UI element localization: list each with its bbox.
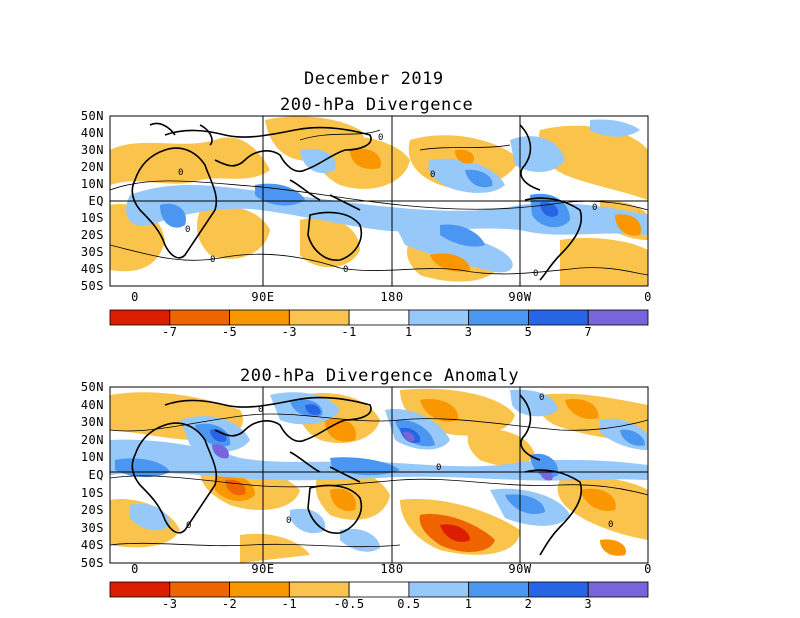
svg-text:0: 0 [539, 393, 544, 403]
colorbar-swatch [468, 309, 529, 326]
colorbar-swatch [169, 581, 230, 598]
lat-label: 20N [80, 432, 104, 447]
lat-label: 50S [80, 279, 104, 293]
lon-label: 0 [131, 562, 139, 576]
top-colorbar [109, 309, 649, 326]
lat-label: 20S [80, 503, 104, 518]
lat-label: 40S [80, 538, 104, 553]
bottom-anomaly-map [110, 387, 648, 563]
colorbar-label: 0.5 [397, 597, 421, 611]
lat-label: 50N [80, 380, 104, 394]
lat-label: 40N [80, 397, 104, 412]
svg-text:0: 0 [343, 265, 348, 275]
lat-label: 30S [80, 245, 104, 259]
colorbar-swatch [408, 309, 470, 326]
lat-label: 20S [80, 228, 104, 242]
lat-label: EQ [88, 468, 104, 482]
colorbar-swatch [408, 581, 470, 598]
svg-text:0: 0 [430, 170, 435, 180]
top-contour-labels: 0 0 0 0 0 0 0 0 [178, 133, 597, 279]
colorbar-swatch [229, 309, 290, 326]
lat-label: 40N [80, 126, 104, 140]
colorbar-label: -0.5 [333, 597, 365, 611]
lon-label: 90E [251, 562, 275, 576]
colorbar-label: -3 [162, 597, 178, 611]
colorbar-label: -7 [162, 325, 178, 339]
lon-label: 90E [251, 290, 275, 304]
bottom-contour-labels: 0 0 0 0 0 0 [186, 393, 613, 531]
lon-label: 0 [131, 290, 139, 304]
svg-text:0: 0 [210, 255, 215, 265]
lat-label: 50S [80, 556, 104, 570]
lon-label: 90W [508, 290, 532, 304]
svg-text:0: 0 [592, 203, 597, 213]
colorbar-label: 2 [524, 597, 533, 611]
lon-label: 0 [644, 290, 652, 304]
lat-label: 10N [80, 177, 104, 191]
svg-text:0: 0 [378, 133, 383, 143]
colorbar-swatch [348, 581, 410, 598]
colorbar-swatch [587, 309, 649, 326]
colorbar-label: 5 [524, 325, 533, 339]
colorbar-label: -1 [281, 597, 298, 611]
colorbar-swatch [288, 309, 350, 326]
svg-text:0: 0 [258, 405, 263, 415]
lat-label: 10S [80, 485, 104, 500]
lat-label: 20N [80, 160, 104, 174]
colorbar-swatch [288, 581, 350, 598]
colorbar-swatch [109, 581, 171, 598]
colorbar-swatch [587, 581, 649, 598]
svg-text:0: 0 [286, 516, 291, 526]
colorbar-label: -3 [281, 325, 298, 339]
top-panel-title: 200-hPa Divergence [280, 95, 474, 115]
lat-label: 30N [80, 415, 104, 430]
lon-label: 180 [380, 290, 404, 304]
bottom-map-frame [109, 386, 649, 564]
svg-text:0: 0 [608, 520, 613, 530]
colorbar-swatch [468, 581, 529, 598]
colorbar-label: 7 [584, 325, 593, 339]
colorbar-label: 1 [464, 597, 473, 611]
colorbar-swatch [169, 309, 230, 326]
lat-label: 40S [80, 262, 104, 276]
colorbar-label: 1 [405, 325, 413, 339]
colorbar-label: 3 [464, 325, 473, 339]
colorbar-swatch [528, 581, 589, 598]
colorbar-swatch [229, 581, 290, 598]
lat-label: 30S [80, 520, 104, 535]
colorbar-swatch [528, 309, 589, 326]
svg-text:0: 0 [178, 168, 183, 178]
main-title: December 2019 [304, 69, 444, 89]
lat-label: 30N [80, 143, 104, 157]
colorbar-label: -5 [221, 325, 238, 339]
colorbar-label: -2 [221, 597, 238, 611]
top-zero-contours [110, 129, 648, 276]
svg-text:0: 0 [436, 463, 441, 473]
lon-label: 180 [380, 562, 404, 576]
bottom-colorbar [109, 581, 649, 598]
lat-label: 10S [80, 211, 104, 225]
bottom-panel-title: 200-hPa Divergence Anomaly [240, 366, 520, 386]
lat-label: 50N [80, 109, 104, 123]
lat-label: 10N [80, 450, 104, 465]
colorbar-swatch [109, 309, 171, 326]
bottom-zero-contours [110, 413, 648, 548]
colorbar-label: 3 [584, 597, 593, 611]
svg-text:0: 0 [185, 225, 190, 235]
bottom-coastlines [131, 394, 582, 556]
svg-text:0: 0 [186, 521, 191, 531]
colorbar-swatch [348, 309, 410, 326]
svg-text:0: 0 [533, 269, 538, 279]
lon-label: 90W [508, 562, 532, 576]
lat-label: EQ [88, 194, 104, 208]
lon-label: 0 [644, 562, 652, 576]
colorbar-label: -1 [341, 325, 357, 339]
